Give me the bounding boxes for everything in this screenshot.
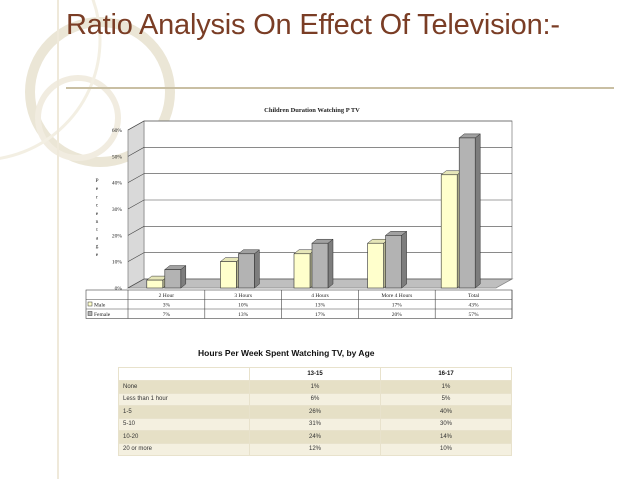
data-label: 10% (238, 303, 249, 309)
data-label: 57% (469, 312, 480, 318)
bar-female (164, 269, 182, 289)
table-row: 5-10 31% 30% (118, 417, 512, 431)
row-label: Less than 1 hour (118, 392, 250, 406)
y-tick-label: 60% (112, 128, 123, 134)
legend-key-male (87, 301, 93, 307)
y-axis-label-letter: t (96, 227, 98, 233)
bar-side (474, 133, 481, 289)
gridline (127, 147, 512, 157)
row-value: 6% (249, 392, 381, 406)
bar-side (327, 238, 334, 289)
y-axis-label-letter: e (96, 252, 99, 258)
gridline (127, 120, 512, 131)
row-value: 14% (380, 430, 512, 444)
y-axis-label-letter: e (96, 211, 99, 217)
chart-data-table (85, 289, 513, 319)
y-tick-label: 10% (112, 260, 123, 266)
hours-table-col-0: 13-15 (249, 367, 381, 381)
data-label: 17% (392, 303, 403, 309)
x-category-label: 4 Hours (311, 293, 329, 299)
bar-side (401, 230, 407, 289)
data-label: 7% (163, 312, 171, 318)
row-value: 40% (380, 405, 512, 419)
row-label: 10-20 (118, 430, 250, 444)
decorative-ring-inner (35, 75, 121, 161)
title-underline (66, 87, 614, 89)
row-value: 5% (380, 392, 512, 406)
bar-male (293, 253, 311, 289)
bar-female (238, 253, 255, 289)
row-label: 5-10 (118, 417, 250, 431)
data-label: 43% (469, 303, 480, 309)
x-category-label: More 4 Hours (381, 293, 412, 299)
y-tick-label: 30% (112, 207, 123, 213)
chart-title: Children Duration Watching P TV (264, 107, 360, 114)
x-category-label: 2 Hour (159, 293, 175, 299)
row-value: 31% (249, 417, 381, 431)
x-category-label: Total (468, 293, 480, 299)
hours-table-title: Hours Per Week Spent Watching TV, by Age (198, 348, 375, 358)
data-label: 13% (238, 312, 249, 318)
bar-side (254, 249, 260, 289)
x-category-label: 3 Hours (234, 293, 252, 299)
gridline (127, 226, 512, 236)
legend-label: Male (94, 303, 106, 309)
bar-female (458, 137, 476, 289)
row-value: 26% (249, 405, 381, 419)
bar-female (311, 242, 329, 289)
row-value: 30% (380, 417, 512, 431)
row-label: None (118, 380, 250, 394)
row-label: 20 or more (118, 442, 250, 456)
row-value: 1% (380, 380, 512, 394)
gridline (127, 199, 512, 210)
data-label: 17% (315, 312, 326, 318)
slide-title: Ratio Analysis On Effect Of Television:- (66, 9, 560, 41)
hours-table-header: 13-15 16-17 (118, 367, 512, 381)
y-axis-label-letter: r (96, 194, 98, 200)
y-tick-label: 20% (112, 233, 123, 239)
y-tick-label: 40% (112, 181, 123, 187)
y-axis-label-letter: a (96, 235, 99, 241)
row-value: 1% (249, 380, 381, 394)
bar-male (220, 261, 237, 289)
hours-table: 13-15 16-17 None 1% 1% Less than 1 hour … (118, 367, 512, 456)
table-row: 10-20 24% 14% (118, 430, 512, 444)
bar-female (385, 235, 402, 289)
y-axis-label-letter: g (96, 244, 99, 250)
table-row: None 1% 1% (118, 380, 512, 394)
hours-table-col-1: 16-17 (380, 367, 512, 381)
y-tick-label: 50% (112, 154, 123, 160)
y-axis-label-letter: e (96, 186, 99, 192)
y-axis-label-letter: c (96, 203, 99, 209)
row-value: 12% (249, 442, 381, 456)
hours-table-corner (118, 367, 250, 381)
table-row: 20 or more 12% 10% (118, 442, 512, 456)
row-label: 1-5 (118, 405, 250, 419)
y-tick-label: 0% (115, 286, 123, 292)
decorative-ring-outer (0, 0, 102, 160)
table-row: Less than 1 hour 6% 5% (118, 392, 512, 406)
legend-key-female (87, 311, 93, 316)
bar-male (367, 242, 384, 289)
y-axis-label-letter: n (96, 219, 99, 225)
row-value: 24% (249, 430, 381, 444)
bar-male (440, 174, 458, 289)
row-value: 10% (380, 442, 512, 456)
y-axis-label-letter: P (95, 178, 98, 184)
bar-male (146, 279, 164, 289)
data-label: 13% (315, 303, 326, 309)
data-label: 20% (392, 312, 403, 318)
data-label: 3% (163, 303, 171, 309)
gridline (127, 173, 512, 183)
legend-label: Female (94, 312, 111, 318)
table-row: 1-5 26% 40% (118, 405, 512, 419)
